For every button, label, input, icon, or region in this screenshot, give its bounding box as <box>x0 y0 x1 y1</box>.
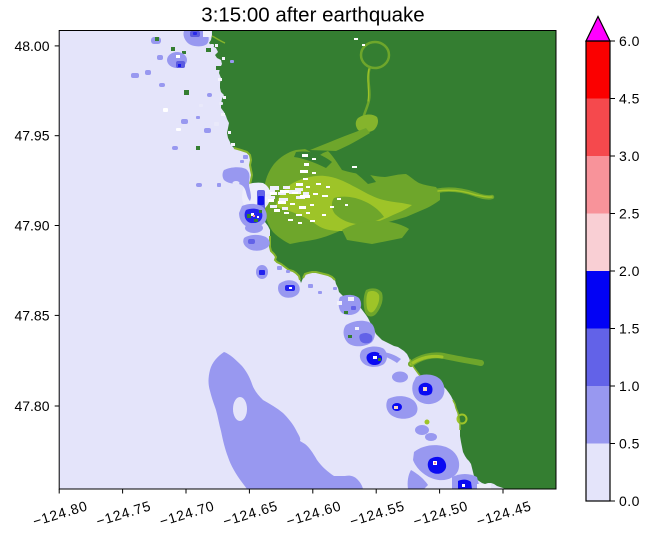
svg-text:−124.75: −124.75 <box>94 497 153 529</box>
svg-text:6.0: 6.0 <box>619 33 640 49</box>
svg-text:−124.80: −124.80 <box>31 497 90 529</box>
svg-text:1.5: 1.5 <box>619 320 640 336</box>
svg-text:0.0: 0.0 <box>619 493 640 509</box>
svg-text:−124.65: −124.65 <box>221 497 280 529</box>
svg-text:0.5: 0.5 <box>619 435 640 451</box>
svg-text:−124.60: −124.60 <box>284 497 343 529</box>
svg-text:47.95: 47.95 <box>14 128 49 144</box>
svg-text:1.0: 1.0 <box>619 378 640 394</box>
svg-text:−124.45: −124.45 <box>475 497 534 529</box>
svg-text:48.00: 48.00 <box>14 38 49 54</box>
svg-text:−124.50: −124.50 <box>411 497 470 529</box>
svg-text:47.90: 47.90 <box>14 217 49 233</box>
svg-text:3.0: 3.0 <box>619 148 640 164</box>
svg-text:−124.70: −124.70 <box>158 497 217 529</box>
svg-text:4.5: 4.5 <box>619 90 640 106</box>
svg-text:47.80: 47.80 <box>14 398 49 414</box>
svg-text:47.85: 47.85 <box>14 307 49 323</box>
svg-text:2.0: 2.0 <box>619 263 640 279</box>
svg-text:−124.55: −124.55 <box>348 497 407 529</box>
svg-text:2.5: 2.5 <box>619 205 640 221</box>
svg-text:3:15:00 after earthquake: 3:15:00 after earthquake <box>201 4 424 27</box>
